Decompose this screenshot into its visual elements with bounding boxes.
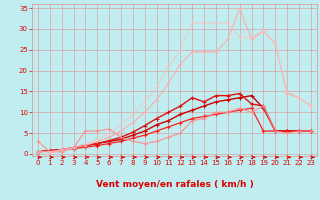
X-axis label: Vent moyen/en rafales ( km/h ): Vent moyen/en rafales ( km/h ) (96, 180, 253, 189)
